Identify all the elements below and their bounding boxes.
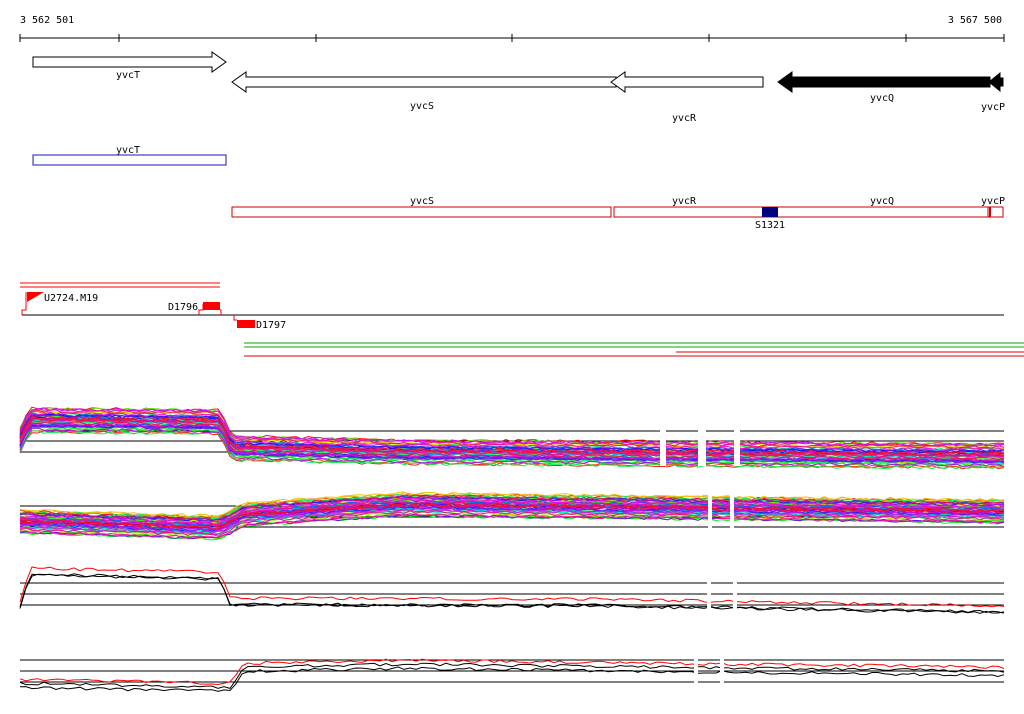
feature-label-yvcR: yvcR	[672, 196, 697, 207]
expression-curve	[19, 573, 1005, 614]
expression-curve	[19, 494, 1005, 521]
track-gap	[720, 655, 724, 690]
expression-track-4	[19, 655, 1005, 692]
expression-curve	[19, 427, 1005, 467]
expression-curve	[19, 513, 1005, 539]
expression-track-3	[19, 566, 1005, 615]
gene-yvcR[interactable]: yvcR	[610, 71, 764, 124]
expression-curve	[19, 430, 1005, 470]
expression-track-3-curves	[19, 566, 1005, 614]
feature-label-yvcP: yvcP	[981, 196, 1005, 207]
track-gap	[730, 495, 734, 535]
ruler-start-label: 3 562 501	[20, 15, 74, 26]
feature-box-yvcS[interactable]: yvcS	[231, 196, 612, 218]
terminator-D1796[interactable]: D1796	[168, 302, 222, 315]
track-gap	[698, 426, 706, 466]
expression-track-2-curves	[19, 491, 1005, 541]
gene-yvcQ[interactable]: yvcQ	[777, 71, 991, 104]
gene-yvcP[interactable]: yvcP	[981, 71, 1005, 113]
track-gap	[734, 426, 740, 466]
feature-box-yvcR[interactable]: yvcR	[613, 196, 765, 218]
feature-box-yvcT[interactable]: yvcT	[32, 145, 227, 166]
coordinate-ruler: 3 562 501 3 567 500	[19, 15, 1005, 42]
expression-curve	[19, 408, 1005, 447]
gene-label-yvcT: yvcT	[116, 70, 140, 81]
expression-curve	[19, 415, 1005, 455]
expression-curve	[19, 566, 1005, 608]
feature-box-yvcP[interactable]: yvcP	[981, 196, 1005, 218]
track-gap	[708, 495, 712, 535]
gene-label-yvcQ: yvcQ	[870, 93, 894, 104]
feature-label-yvcQ: yvcQ	[870, 196, 894, 207]
track-gap	[707, 580, 711, 615]
expression-track-1	[19, 406, 1005, 470]
gene-yvcT[interactable]: yvcT	[32, 51, 227, 81]
ruler-end-label: 3 567 500	[948, 15, 1002, 26]
expression-curve	[19, 498, 1005, 526]
feature-box-yvcQ[interactable]: yvcQ	[763, 196, 989, 218]
expression-curve	[19, 491, 1005, 518]
regulatory-track: U2724.M19 D1796 D1797	[20, 282, 1024, 357]
expression-curve	[19, 507, 1005, 534]
expression-curve	[19, 662, 1005, 689]
red-feature-track: yvcS yvcR yvcQ yvcP S1321	[231, 196, 1005, 231]
terminator-label-D1797: D1797	[256, 320, 286, 331]
expression-curve	[19, 511, 1005, 537]
promoter-marker[interactable]: U2724.M19	[21, 292, 98, 315]
blue-feature-track: yvcT	[32, 145, 227, 166]
expression-curve	[19, 666, 1005, 692]
terminator-label-D1796: D1796	[168, 302, 198, 313]
gene-label-yvcP: yvcP	[981, 102, 1005, 113]
site-marker-S1321[interactable]: S1321	[755, 207, 785, 231]
terminator-D1797[interactable]: D1797	[233, 315, 286, 331]
feature-label-yvcS: yvcS	[410, 196, 434, 207]
track-gap	[660, 426, 666, 466]
expression-curve	[19, 493, 1005, 519]
ruler-ticks	[19, 34, 1005, 42]
promoter-label: U2724.M19	[44, 293, 98, 304]
expression-curve	[19, 409, 1005, 449]
expression-curve	[19, 510, 1005, 537]
track-gap	[733, 580, 737, 615]
gene-yvcS[interactable]: yvcS	[231, 71, 617, 112]
expression-curve	[19, 421, 1005, 460]
expression-curve	[19, 502, 1005, 528]
gene-label-yvcR: yvcR	[672, 113, 697, 124]
gene-label-yvcS: yvcS	[410, 101, 434, 112]
site-label: S1321	[755, 220, 785, 231]
gene-track: yvcT yvcS yvcR yvcQ yvcP	[32, 51, 1005, 124]
expression-curve	[19, 425, 1005, 464]
expression-curve	[19, 514, 1005, 540]
feature-label-yvcT: yvcT	[116, 145, 140, 156]
expression-curve	[19, 419, 1005, 459]
expression-curve	[19, 658, 1005, 686]
expression-curve	[19, 413, 1005, 453]
expression-track-2	[19, 491, 1005, 541]
expression-track-4-curves	[19, 658, 1005, 692]
expression-curve	[19, 411, 1005, 452]
expression-track-1-curves	[19, 406, 1005, 470]
track-gap	[694, 655, 698, 690]
